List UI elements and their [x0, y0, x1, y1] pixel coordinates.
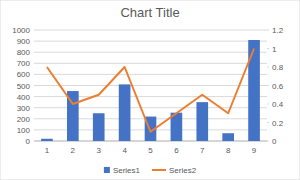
y-tick-label: 1000 [12, 26, 30, 35]
grid-line [34, 63, 267, 64]
y2-tick-label: 0.8 [272, 63, 284, 72]
y-tick-label: 700 [17, 59, 31, 68]
y-tick-label: 200 [17, 115, 31, 124]
background [0, 0, 300, 180]
legend-key [104, 167, 110, 173]
grid-line [34, 41, 267, 42]
bar [248, 40, 260, 141]
y-tick-label: 800 [17, 48, 31, 57]
y-tick-label: 100 [17, 126, 31, 135]
legend-key [152, 169, 166, 171]
bar [222, 133, 234, 141]
x-tick-label: 1 [45, 146, 50, 155]
line [47, 49, 254, 132]
y2-tick [267, 141, 269, 142]
legend-label: Series2 [169, 166, 197, 175]
y2-tick [267, 85, 269, 86]
y2-tick-label: 0.4 [272, 100, 284, 109]
y2-tick [267, 67, 269, 68]
bar [119, 84, 131, 141]
chart: Chart Title 0 100 200 300 400 500 600 700 800 900 1… [0, 0, 300, 180]
x-tick-label: 6 [174, 146, 179, 155]
legend-item: Series2 [152, 166, 197, 175]
y-tick-label: 400 [17, 93, 31, 102]
y2-tick [267, 122, 269, 123]
plot-marks [41, 40, 260, 141]
title: Chart Title [120, 5, 179, 20]
legend-item: Series1 [104, 166, 141, 175]
y2-tick-label: 1.2 [272, 26, 284, 35]
legend-label: Series1 [113, 166, 141, 175]
x-tick-label: 5 [148, 146, 153, 155]
y-tick-label: 300 [17, 104, 31, 113]
x-tick-label: 3 [96, 146, 101, 155]
y2-tick-label: 0 [272, 137, 277, 146]
grid-line [34, 74, 267, 75]
y-tick-label: 900 [17, 37, 31, 46]
y-tick-label: 500 [17, 82, 31, 91]
bar [41, 139, 53, 141]
y2-tick-label: 1 [272, 45, 277, 54]
legend: Series1 Series2 [104, 166, 197, 175]
bar [93, 113, 105, 141]
grid-line [34, 30, 267, 31]
x-tick-label: 4 [122, 146, 127, 155]
x-tick-label: 7 [200, 146, 205, 155]
y-tick-label: 600 [17, 70, 31, 79]
y2-tick [267, 104, 269, 105]
y-tick-label: 0 [26, 137, 31, 146]
y2-tick-label: 0.6 [272, 82, 284, 91]
y2-tick [267, 48, 269, 49]
grid-line [34, 85, 267, 86]
y2-tick-label: 0.2 [272, 119, 284, 128]
grid-line [34, 52, 267, 53]
y2-tick [267, 30, 269, 31]
x-tick-label: 9 [252, 146, 257, 155]
x-tick-label: 2 [71, 146, 76, 155]
x-tick-label: 8 [226, 146, 231, 155]
bar [196, 102, 208, 141]
